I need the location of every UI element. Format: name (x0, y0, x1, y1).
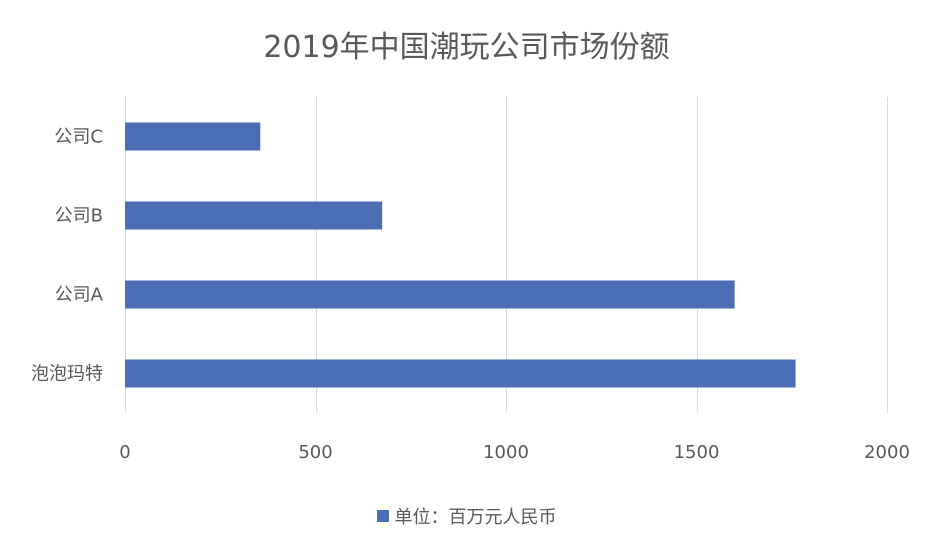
x-tick-label: 2000 (864, 442, 910, 463)
x-tick-label: 500 (298, 442, 332, 463)
bar-2 (125, 280, 735, 309)
y-category-label: 公司C (54, 127, 103, 148)
bar-1 (125, 201, 383, 230)
bar-0 (125, 122, 261, 151)
y-category-label: 公司A (55, 285, 104, 306)
chart-legend: 单位：百万元人民币 (0, 503, 933, 529)
bar-3 (125, 359, 796, 388)
x-tick-label: 0 (119, 442, 130, 463)
legend-label: 单位：百万元人民币 (394, 507, 557, 528)
chart-title: 2019年中国潮玩公司市场份额 (263, 30, 670, 65)
legend-swatch (376, 510, 389, 522)
x-tick-label: 1000 (483, 442, 529, 463)
y-category-label: 公司B (55, 206, 103, 227)
y-category-label: 泡泡玛特 (31, 364, 103, 385)
x-tick-label: 1500 (674, 442, 720, 463)
